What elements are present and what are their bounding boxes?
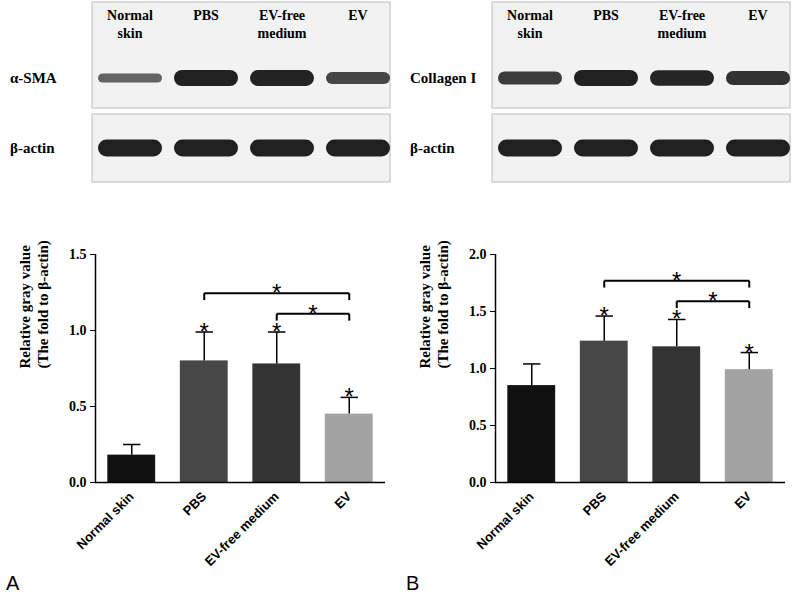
svg-text:EV-free medium: EV-free medium xyxy=(202,489,282,569)
svg-text:1.5: 1.5 xyxy=(469,304,487,319)
svg-text:1.0: 1.0 xyxy=(69,323,87,338)
svg-text:medium: medium xyxy=(258,26,307,41)
svg-text:*: * xyxy=(708,287,717,314)
svg-text:Normal: Normal xyxy=(507,8,553,23)
svg-text:PBS: PBS xyxy=(580,489,610,519)
svg-text:β-actin: β-actin xyxy=(410,140,455,156)
svg-text:*: * xyxy=(345,383,354,410)
html-text:B: B xyxy=(406,572,420,594)
svg-text:EV: EV xyxy=(348,8,367,23)
svg-text:Normal: Normal xyxy=(107,8,153,23)
svg-text:EV: EV xyxy=(731,489,754,512)
svg-text:0.5: 0.5 xyxy=(69,399,87,414)
svg-text:*: * xyxy=(600,302,609,329)
svg-text:1.5: 1.5 xyxy=(69,247,87,262)
svg-text:skin: skin xyxy=(518,26,543,41)
svg-text:Normal skin: Normal skin xyxy=(74,489,137,552)
svg-text:*: * xyxy=(200,318,209,345)
svg-text:*: * xyxy=(672,267,681,294)
svg-text:α-SMA: α-SMA xyxy=(10,70,57,86)
svg-text:1.0: 1.0 xyxy=(469,361,487,376)
svg-text:0.0: 0.0 xyxy=(469,475,487,490)
svg-text:Relative gray value(The fold t: Relative gray value(The fold to β-actin) xyxy=(17,240,51,368)
svg-text:medium: medium xyxy=(658,26,707,41)
svg-text:Relative gray value(The fold t: Relative gray value(The fold to β-actin) xyxy=(417,240,451,368)
svg-text:EV: EV xyxy=(748,8,767,23)
svg-text:*: * xyxy=(272,279,281,306)
svg-text:Collagen I: Collagen I xyxy=(410,70,476,86)
html-text:A: A xyxy=(6,572,20,594)
svg-text:Normal skin: Normal skin xyxy=(474,489,537,552)
svg-text:*: * xyxy=(272,318,281,345)
svg-text:EV-free medium: EV-free medium xyxy=(602,489,682,569)
svg-text:EV-free: EV-free xyxy=(259,8,305,23)
svg-text:EV: EV xyxy=(331,489,354,512)
svg-text:2.0: 2.0 xyxy=(469,247,487,262)
svg-text:β-actin: β-actin xyxy=(10,140,55,156)
svg-text:skin: skin xyxy=(118,26,143,41)
svg-text:*: * xyxy=(745,339,754,366)
svg-text:*: * xyxy=(672,305,681,332)
svg-text:PBS: PBS xyxy=(180,489,210,519)
svg-text:*: * xyxy=(308,300,317,327)
svg-text:PBS: PBS xyxy=(193,8,219,23)
svg-text:0.5: 0.5 xyxy=(469,418,487,433)
svg-text:EV-free: EV-free xyxy=(659,8,705,23)
svg-text:0.0: 0.0 xyxy=(69,475,87,490)
svg-text:PBS: PBS xyxy=(593,8,619,23)
